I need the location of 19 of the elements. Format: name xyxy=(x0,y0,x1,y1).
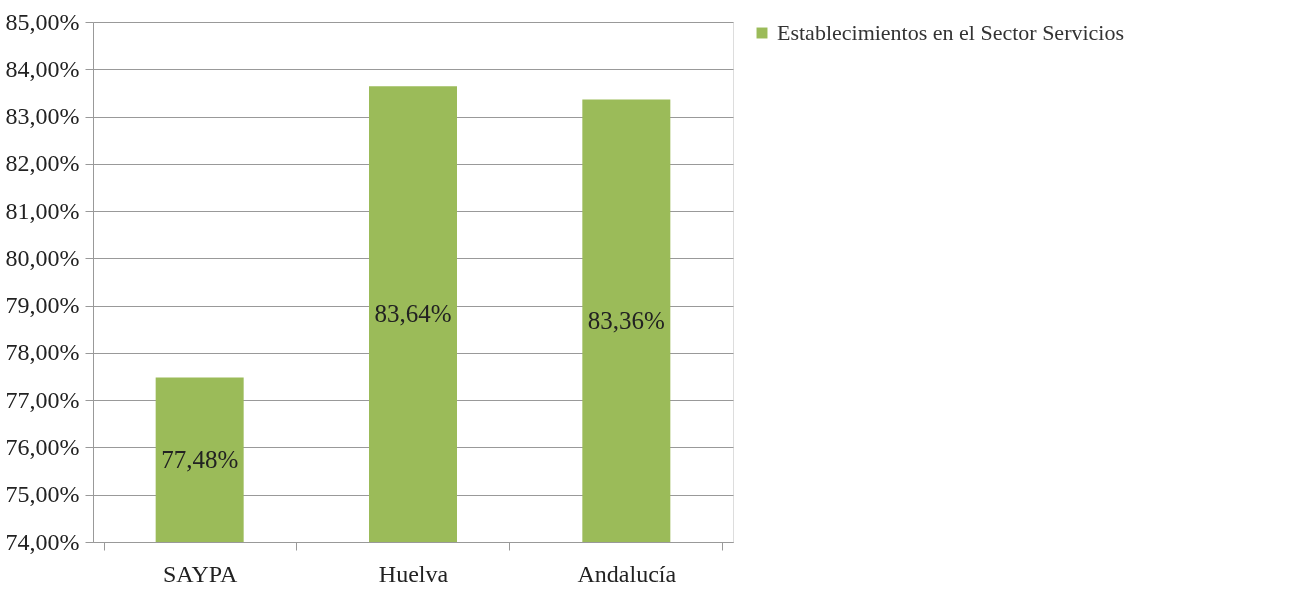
data-label: 77,48% xyxy=(161,445,239,473)
x-tick-label: SAYPA xyxy=(163,560,238,587)
y-tick-label: 82,00% xyxy=(5,150,80,177)
x-tick-label: Huelva xyxy=(378,560,449,587)
y-tick-label: 76,00% xyxy=(5,433,80,460)
y-tick-label: 74,00% xyxy=(5,528,80,555)
y-tick-label: 84,00% xyxy=(5,55,80,82)
y-tick-label: 85,00% xyxy=(5,8,80,35)
x-tick-label: Andalucía xyxy=(577,560,677,587)
y-tick-label: 78,00% xyxy=(5,339,80,366)
data-label: 83,64% xyxy=(374,300,452,328)
y-tick-label: 81,00% xyxy=(5,197,80,224)
y-tick-label: 75,00% xyxy=(5,481,80,508)
y-tick-label: 80,00% xyxy=(5,244,80,271)
legend-label: Establecimientos en el Sector Servicios xyxy=(777,20,1125,45)
y-tick-label: 83,00% xyxy=(5,103,80,130)
data-label: 83,36% xyxy=(587,306,665,334)
y-tick-label: 77,00% xyxy=(5,386,80,413)
y-tick-label: 79,00% xyxy=(5,292,80,319)
